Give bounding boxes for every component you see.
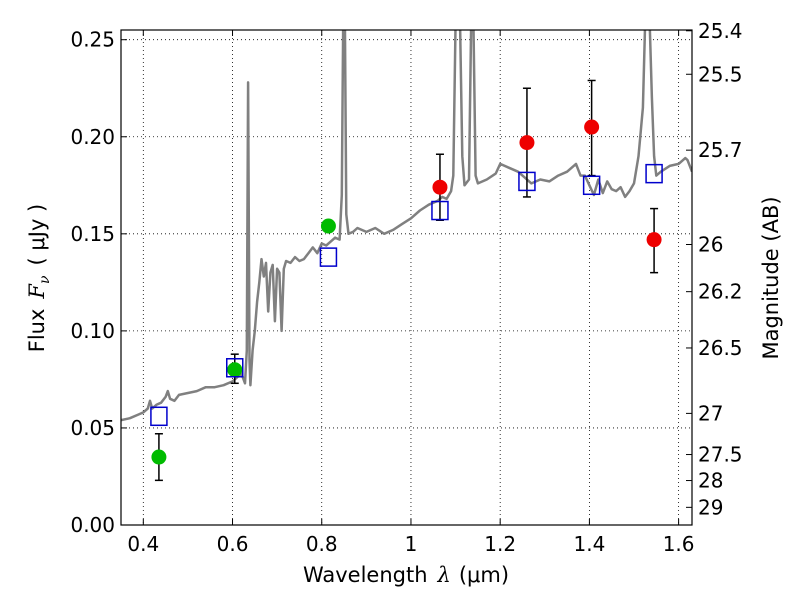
x-tick-label: 0.4 bbox=[127, 532, 159, 556]
y2-tick-label: 26 bbox=[698, 233, 723, 257]
red-data-point bbox=[432, 179, 448, 195]
red-data-point bbox=[584, 119, 600, 135]
red-data-point bbox=[519, 135, 535, 151]
y2-tick-label: 25.4 bbox=[698, 19, 743, 43]
y2-axis-label: Magnitude (AB) bbox=[759, 196, 783, 359]
model-square-point bbox=[645, 163, 663, 184]
y2-tick-label: 29 bbox=[698, 495, 723, 519]
y-axis-label: FluxFν( μJy ) bbox=[25, 204, 53, 352]
grid-lines bbox=[121, 30, 692, 526]
y-tick-label: 0.20 bbox=[70, 125, 115, 149]
model-square-point bbox=[431, 200, 449, 221]
model-square-point bbox=[319, 247, 338, 267]
y2-tick-label: 25.7 bbox=[698, 138, 743, 162]
y-tick-label: 0.00 bbox=[70, 513, 115, 537]
axis-ticks: 0.4 0.6 0.8 1 1.2 1.4 1.6 0.00 0.05 0.10 0.15 0.20 0… bbox=[70, 19, 742, 556]
y2-tick-label: 27.5 bbox=[698, 443, 743, 467]
green-data-point bbox=[227, 362, 243, 378]
model-square-point bbox=[226, 358, 244, 378]
x-tick-label: 1 bbox=[405, 532, 418, 556]
y2-tick-label: 26.2 bbox=[698, 280, 743, 304]
y2-tick-label: 27 bbox=[698, 401, 723, 425]
data-marks bbox=[150, 79, 663, 482]
spectrum-layer bbox=[121, 30, 692, 422]
y2-tick-label: 28 bbox=[698, 469, 723, 493]
x-tick-label: 0.8 bbox=[306, 532, 338, 556]
green-data-point bbox=[320, 218, 336, 234]
x-axis-label: Wavelength λ (μm) bbox=[303, 563, 509, 587]
y-tick-label: 0.25 bbox=[70, 28, 115, 52]
x-tick-label: 1.6 bbox=[663, 532, 695, 556]
y2-tick-label: 26.5 bbox=[698, 336, 743, 360]
y-tick-label: 0.15 bbox=[70, 222, 115, 246]
x-tick-label: 1.2 bbox=[484, 532, 516, 556]
model-square-point bbox=[150, 406, 168, 427]
spectrum-line bbox=[121, 30, 692, 422]
model-square-point bbox=[518, 171, 536, 192]
red-data-point bbox=[646, 232, 662, 248]
plot-frame bbox=[120, 29, 693, 526]
y-tick-label: 0.10 bbox=[70, 319, 115, 343]
model-square-point bbox=[582, 175, 601, 196]
y-tick-label: 0.05 bbox=[70, 416, 115, 440]
x-tick-label: 1.4 bbox=[573, 532, 605, 556]
y2-tick-label: 25.5 bbox=[698, 62, 743, 86]
x-tick-label: 0.6 bbox=[217, 532, 249, 556]
green-data-point bbox=[151, 449, 167, 465]
